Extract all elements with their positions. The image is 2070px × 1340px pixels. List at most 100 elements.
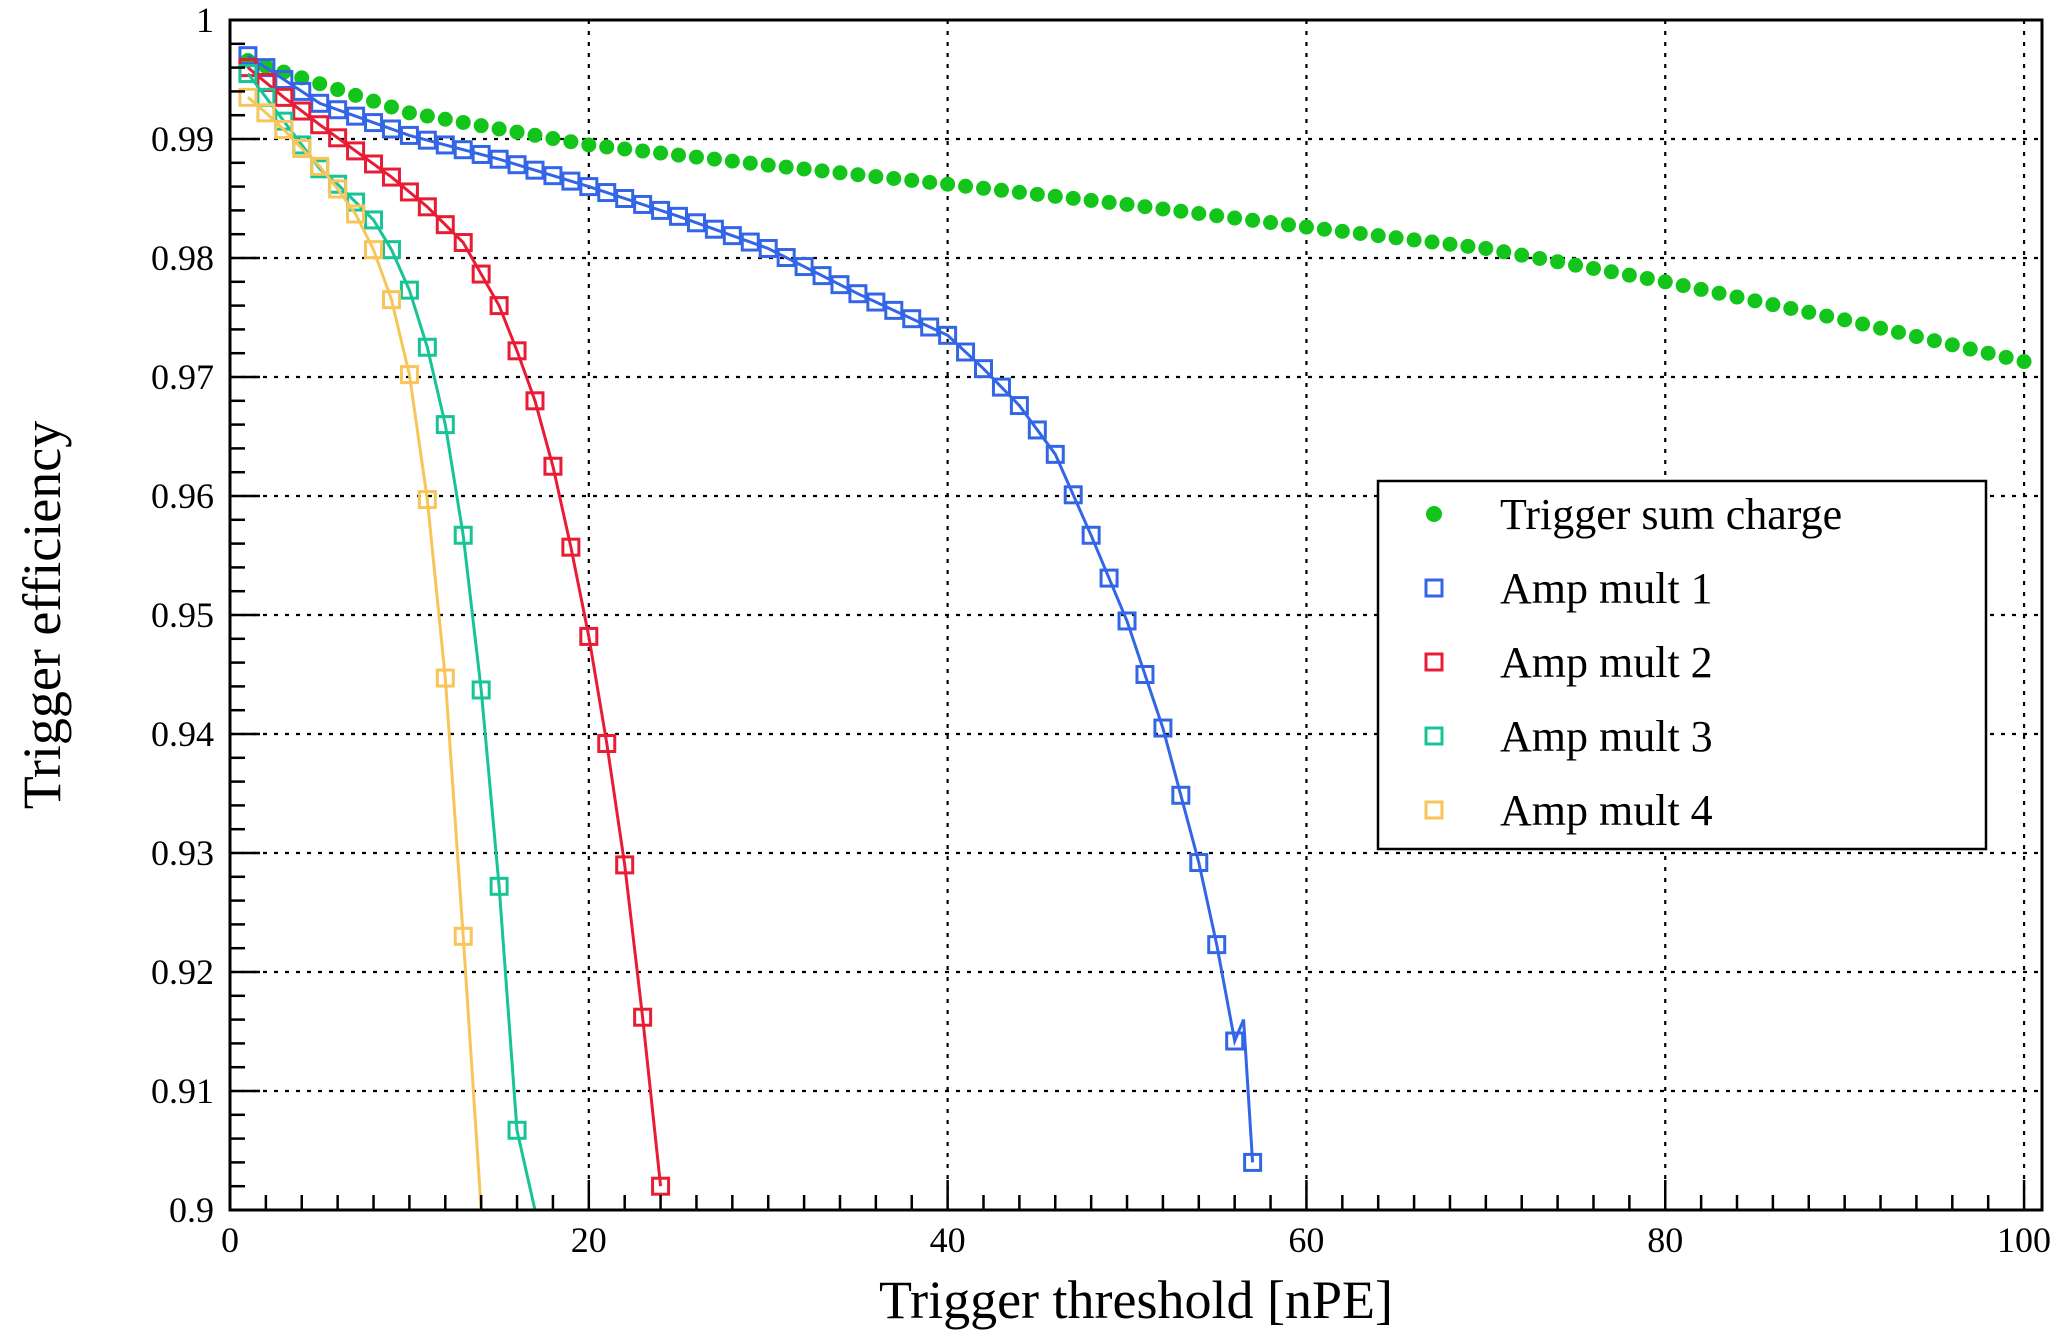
data-point [1225, 1031, 1245, 1051]
legend-marker [1426, 506, 1442, 522]
data-point [491, 121, 507, 137]
data-point [635, 143, 651, 159]
data-point [938, 325, 958, 345]
data-point [653, 145, 669, 161]
legend-marker [1424, 800, 1444, 820]
data-point [1011, 184, 1027, 200]
data-point [617, 141, 633, 157]
axis-ticks [228, 18, 2026, 1212]
data-point [651, 1176, 671, 1196]
data-point [991, 377, 1011, 397]
data-point [1765, 297, 1781, 313]
legend-marker [1424, 578, 1444, 598]
data-point [328, 100, 348, 120]
data-point [724, 153, 740, 169]
x-tick-label: 80 [1647, 1220, 1683, 1260]
data-point [527, 127, 543, 143]
x-tick-label: 20 [571, 1220, 607, 1260]
data-point [1729, 289, 1745, 305]
data-point [348, 87, 364, 103]
data-point [581, 137, 597, 153]
data-point [489, 296, 509, 316]
data-point [1621, 267, 1637, 283]
data-point [1101, 194, 1117, 210]
data-point [884, 300, 904, 320]
data-point [525, 391, 545, 411]
data-point [1171, 785, 1191, 805]
data-point [399, 365, 419, 385]
data-point [507, 155, 527, 175]
data-point [651, 200, 671, 220]
x-tick-label: 100 [1997, 1220, 2051, 1260]
data-point [776, 248, 796, 268]
data-point [1406, 232, 1422, 248]
data-point [545, 131, 561, 147]
data-point [1855, 316, 1871, 332]
data-point [453, 525, 473, 545]
data-point [563, 134, 579, 150]
data-point [383, 99, 399, 115]
legend-box [1376, 479, 1988, 851]
data-point [525, 160, 545, 180]
series-trigger-sum-charge [240, 52, 2032, 370]
data-point [902, 309, 922, 329]
legend-label: Amp mult 2 [1500, 638, 1713, 687]
data-point [597, 734, 617, 754]
data-point [274, 70, 294, 89]
data-point [364, 113, 384, 133]
data-point [1207, 935, 1227, 955]
y-tick-label: 0.93 [151, 833, 214, 873]
data-point [686, 213, 706, 233]
data-point [1711, 285, 1727, 301]
legend-label: Amp mult 4 [1500, 786, 1713, 835]
data-point [850, 167, 866, 183]
data-point [886, 171, 902, 187]
data-point [364, 240, 384, 260]
data-point [1209, 208, 1225, 224]
data-point [830, 275, 850, 295]
y-tick-label: 0.97 [151, 357, 214, 397]
data-point [238, 46, 258, 66]
data-point [1962, 341, 1978, 357]
data-point [1153, 718, 1173, 738]
data-point [364, 154, 384, 174]
data-point [794, 257, 814, 277]
legend-label: Amp mult 3 [1500, 712, 1713, 761]
data-point [1280, 217, 1296, 233]
data-point [742, 155, 758, 171]
data-point [310, 115, 330, 135]
data-point [417, 490, 437, 510]
data-point [1657, 274, 1673, 290]
y-tick-label: 0.95 [151, 595, 214, 635]
data-point [1388, 230, 1404, 246]
data-point [688, 149, 704, 165]
data-point [489, 876, 509, 896]
legend-marker [1424, 726, 1444, 746]
data-point [1352, 225, 1368, 241]
data-point [312, 76, 328, 92]
data-point [740, 232, 760, 252]
y-tick-label: 0.96 [151, 476, 214, 516]
data-point [1173, 203, 1189, 219]
data-point [419, 108, 435, 124]
data-point [1243, 1152, 1263, 1172]
data-point [1117, 611, 1137, 631]
data-point [435, 415, 455, 435]
data-point [399, 280, 419, 300]
data-point [1980, 345, 1996, 361]
data-point [1099, 568, 1119, 588]
legend-label: Amp mult 1 [1500, 564, 1713, 613]
data-point [435, 135, 455, 155]
data-point [814, 163, 830, 179]
data-point [597, 183, 617, 203]
data-point [579, 626, 599, 646]
data-point [599, 139, 615, 155]
y-tick-label: 0.98 [151, 238, 214, 278]
data-point [866, 292, 886, 312]
data-point [1693, 281, 1709, 297]
data-point [238, 64, 258, 84]
data-point [399, 125, 419, 145]
data-point [615, 189, 635, 208]
data-point [381, 167, 401, 187]
data-point [453, 926, 473, 946]
